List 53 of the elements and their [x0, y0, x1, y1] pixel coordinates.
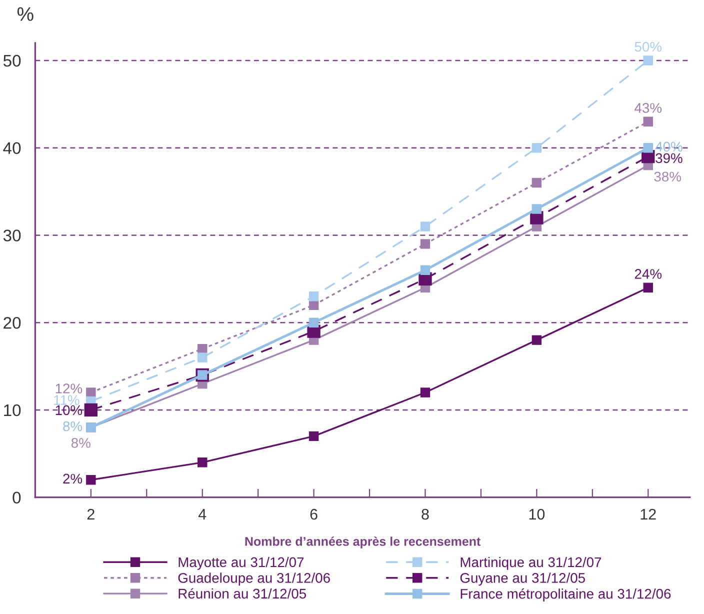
- data-label: 38%: [654, 172, 681, 182]
- x-tick-label: 2: [87, 508, 94, 520]
- point: [308, 318, 319, 328]
- point: [420, 222, 430, 232]
- data-label: 50%: [634, 42, 662, 52]
- point: [643, 142, 653, 153]
- point: [420, 388, 430, 398]
- data-label: 8%: [71, 438, 90, 448]
- point: [308, 292, 319, 302]
- point: [643, 282, 653, 292]
- data-label: 2%: [63, 474, 82, 484]
- legend-label: France métropolitaine au 31/12/06: [460, 588, 671, 602]
- point: [86, 388, 96, 398]
- x-axis-title: Nombre d’années après le recensement: [245, 536, 481, 548]
- point: [643, 116, 653, 126]
- data-label: 43%: [634, 103, 662, 113]
- data-label: 12%: [56, 384, 82, 394]
- y-tick-label: 50: [3, 54, 21, 67]
- point: [532, 142, 542, 153]
- point: [198, 352, 208, 362]
- x-tick-label: 8: [422, 508, 429, 520]
- legend-label: Guadeloupe au 31/12/06: [178, 572, 330, 586]
- point: [308, 300, 319, 310]
- legend-label: Réunion au 31/12/05: [178, 588, 306, 599]
- point: [86, 475, 96, 485]
- point: [308, 431, 319, 442]
- point: [532, 178, 542, 188]
- legend-label: Guyane au 31/12/05: [460, 572, 585, 586]
- data-label: 11%: [54, 395, 80, 405]
- point: [643, 56, 653, 66]
- x-tick-label: 4: [198, 509, 206, 520]
- data-label: 8%: [63, 421, 82, 432]
- data-label: 39%: [656, 153, 682, 164]
- data-label: 24%: [634, 269, 662, 279]
- y-tick-label: 0: [12, 492, 21, 504]
- point: [532, 335, 542, 345]
- y-tick-label: 20: [4, 316, 21, 329]
- legend-label: Martinique au 31/12/07: [460, 556, 602, 570]
- x-tick-label: 10: [529, 508, 545, 520]
- y-tick-label: 10: [4, 404, 21, 416]
- point: [420, 239, 430, 249]
- x-tick-label: 12: [640, 508, 656, 520]
- y-tick-label: 40: [3, 142, 21, 154]
- legend-label: Mayotte au 31/12/07: [178, 556, 304, 570]
- data-label: 40%: [655, 142, 682, 152]
- data-label: 10%: [56, 405, 82, 416]
- point: [420, 265, 430, 276]
- y-tick-label: 30: [3, 230, 21, 242]
- point: [198, 458, 208, 468]
- x-tick-label: 6: [310, 508, 318, 520]
- point: [84, 403, 98, 417]
- point: [532, 204, 542, 214]
- y-axis-title: %: [17, 7, 34, 21]
